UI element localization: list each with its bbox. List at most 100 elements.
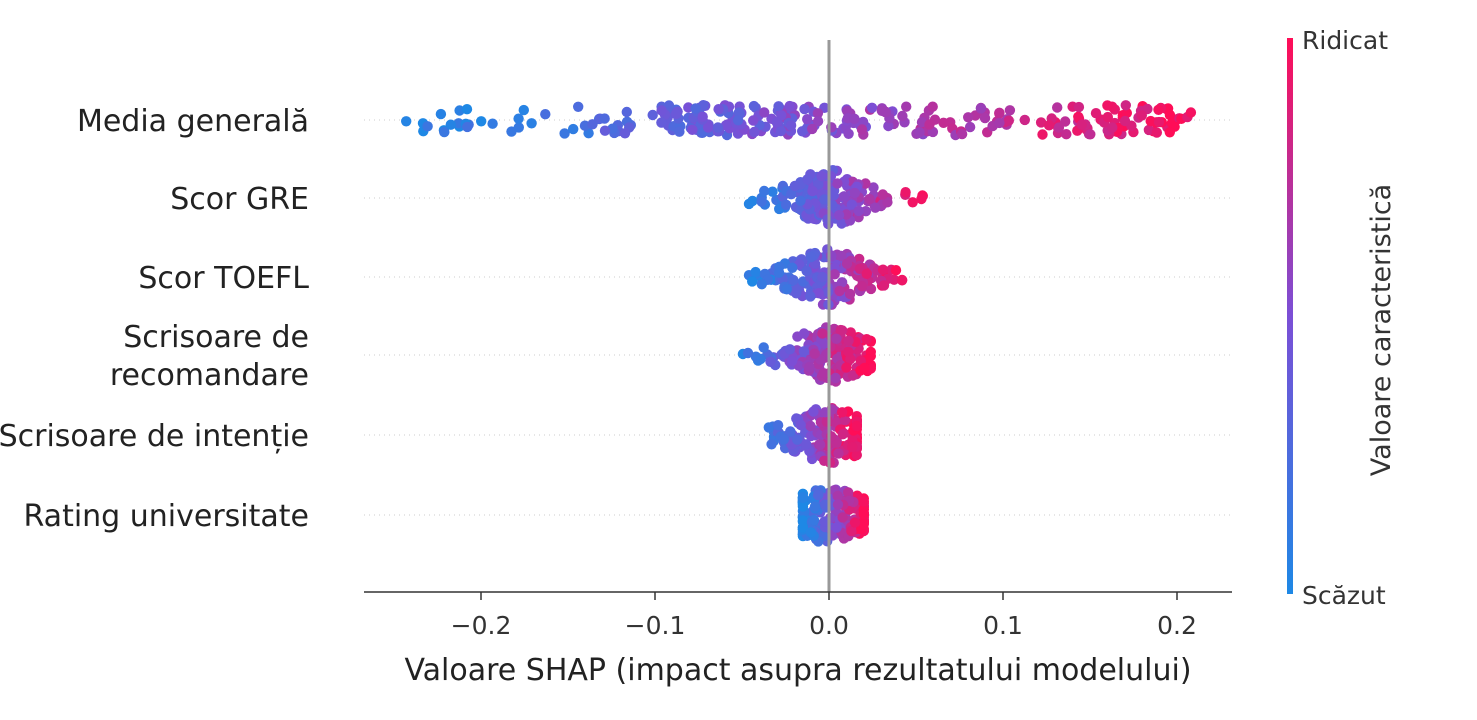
shap-point <box>830 372 841 384</box>
shap-point <box>805 291 816 302</box>
shap-point <box>835 324 846 336</box>
shap-point <box>647 109 658 121</box>
shap-point <box>733 107 745 118</box>
shap-point <box>748 115 759 126</box>
shap-point <box>1035 117 1047 128</box>
shap-point <box>964 121 976 133</box>
shap-point <box>461 104 473 115</box>
shap-point <box>792 284 803 295</box>
shap-point <box>765 356 776 367</box>
shap-point <box>785 426 796 437</box>
shap-point <box>599 125 611 136</box>
shap-point <box>1153 104 1164 116</box>
shap-point <box>758 342 769 353</box>
shap-point <box>1052 102 1063 113</box>
shap-point <box>795 195 806 206</box>
shap-point <box>907 197 918 208</box>
shap-point <box>890 265 902 276</box>
shap-point <box>1164 127 1176 138</box>
shap-point <box>732 115 744 126</box>
shap-point <box>513 122 524 133</box>
shap-point <box>1076 119 1088 130</box>
shap-point <box>836 277 848 288</box>
shap-point <box>843 335 854 346</box>
shap-point <box>766 439 777 450</box>
shap-point <box>851 420 862 432</box>
shap-point <box>513 113 524 124</box>
shap-point <box>1004 105 1016 116</box>
shap-point <box>924 119 935 130</box>
shap-point <box>785 120 797 131</box>
shap-point <box>1153 116 1165 128</box>
shap-point <box>847 441 858 453</box>
shap-point <box>804 361 815 373</box>
shap-point <box>798 328 810 339</box>
shap-point <box>619 128 631 139</box>
shap-point <box>789 180 801 192</box>
shap-point <box>1185 107 1197 118</box>
feature-label: Scor GRE <box>170 182 309 217</box>
shap-point <box>812 108 824 119</box>
shap-point <box>788 274 799 286</box>
shap-point <box>866 102 878 114</box>
shap-point <box>674 126 685 137</box>
shap-point <box>837 429 849 440</box>
shap-point <box>747 276 758 287</box>
shap-point <box>882 197 893 208</box>
shap-point <box>878 280 890 291</box>
shap-point <box>1107 122 1118 133</box>
shap-point <box>1060 116 1071 127</box>
shap-point <box>476 116 487 127</box>
shap-point <box>857 116 869 128</box>
shap-point <box>1143 124 1155 136</box>
feature-label: Rating universitate <box>24 499 310 534</box>
shap-point <box>829 269 840 280</box>
shap-point <box>858 496 869 507</box>
shap-point <box>439 126 450 138</box>
shap-point <box>897 110 908 122</box>
shap-point <box>859 362 870 374</box>
shap-point <box>844 288 856 300</box>
shap-point <box>781 284 792 295</box>
shap-point <box>599 113 610 124</box>
shap-point <box>702 122 714 133</box>
colorbar-low-label: Scăzut <box>1302 581 1386 610</box>
shap-point <box>798 346 810 357</box>
shap-point <box>422 121 433 132</box>
shap-point <box>1164 109 1176 121</box>
shap-point <box>621 106 632 118</box>
shap-point <box>787 262 798 273</box>
shap-point <box>807 185 818 197</box>
shap-point <box>792 434 803 445</box>
shap-point <box>975 103 987 114</box>
shap-point <box>1085 129 1096 140</box>
shap-point <box>767 186 778 197</box>
shap-point <box>712 122 724 133</box>
shap-point <box>697 111 708 122</box>
colorbar-high-label: Ridicat <box>1302 26 1388 55</box>
shap-point <box>756 279 767 290</box>
shap-point <box>846 525 857 537</box>
shap-point <box>877 189 888 200</box>
shap-point <box>518 104 529 116</box>
shap-point <box>801 439 812 450</box>
shap-point <box>1119 115 1131 127</box>
shap-point <box>865 283 877 295</box>
shap-point <box>994 117 1005 129</box>
shap-point <box>1037 129 1048 140</box>
shap-point <box>1073 101 1085 113</box>
shap-point <box>1003 115 1014 126</box>
shap-point <box>956 128 968 140</box>
shap-point <box>819 516 830 527</box>
shap-point <box>832 499 844 510</box>
shap-point <box>802 114 813 125</box>
shap-point <box>1136 110 1148 121</box>
shap-point <box>896 275 908 286</box>
shap-point <box>1061 129 1072 140</box>
shap-point <box>856 124 868 135</box>
shap-point <box>831 522 842 533</box>
shap-point <box>795 419 806 431</box>
shap-point <box>656 105 667 116</box>
shap-point <box>831 333 842 344</box>
shap-point <box>963 112 974 123</box>
